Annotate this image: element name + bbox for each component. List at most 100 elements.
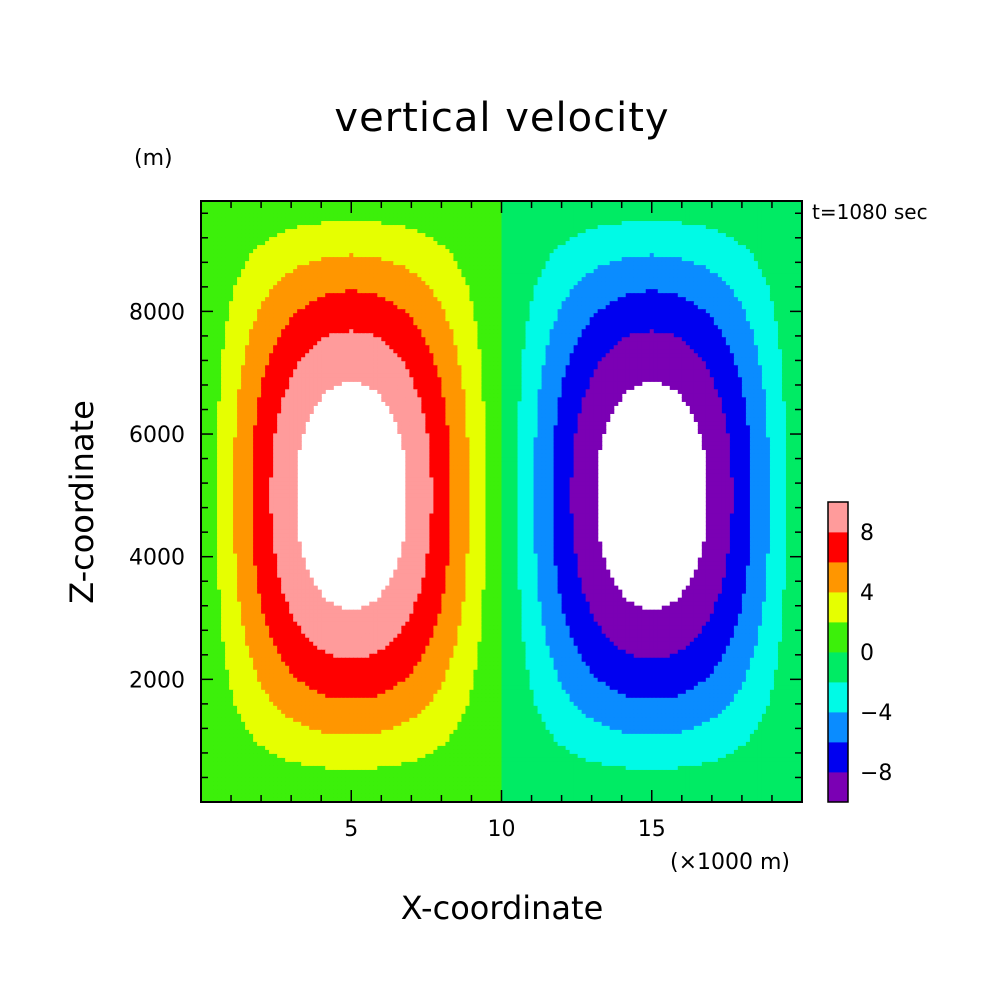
contour-cell	[417, 205, 422, 210]
contour-cell	[305, 305, 310, 310]
contour-cell	[473, 297, 478, 302]
contour-cell	[397, 281, 402, 286]
contour-cell	[297, 229, 302, 234]
contour-cell	[241, 209, 246, 214]
contour-cell	[774, 249, 779, 254]
contour-cell	[477, 321, 482, 326]
contour-cell	[790, 321, 795, 326]
contour-cell	[449, 253, 454, 258]
contour-cell	[706, 241, 711, 246]
contour-cell	[485, 297, 490, 302]
contour-cell	[209, 213, 214, 218]
contour-cell	[469, 209, 474, 214]
contour-cell	[393, 225, 398, 230]
contour-cell	[345, 229, 350, 234]
contour-cell	[714, 213, 719, 218]
contour-cell	[377, 293, 382, 298]
contour-cell	[686, 261, 691, 266]
contour-cell	[742, 249, 747, 254]
contour-cell	[550, 245, 555, 250]
contour-cell	[630, 237, 635, 242]
contour-cell	[518, 205, 523, 210]
contour-cell	[602, 317, 607, 322]
contour-cell	[209, 269, 214, 274]
contour-cell	[574, 317, 579, 322]
contour-cell	[273, 257, 278, 262]
contour-cell	[245, 297, 250, 302]
contour-cell	[590, 229, 595, 234]
contour-cell	[469, 285, 474, 290]
contour-cell	[381, 245, 386, 250]
contour-cell	[742, 321, 747, 326]
contour-cell	[670, 325, 675, 330]
contour-cell	[674, 205, 679, 210]
contour-cell	[457, 273, 462, 278]
contour-cell	[506, 273, 511, 278]
contour-cell	[682, 261, 687, 266]
contour-cell	[341, 289, 346, 294]
contour-cell	[477, 281, 482, 286]
contour-cell	[706, 229, 711, 234]
contour-cell	[778, 269, 783, 274]
contour-cell	[642, 309, 647, 314]
contour-cell	[610, 269, 615, 274]
contour-cell	[417, 213, 422, 218]
contour-cell	[373, 325, 378, 330]
contour-cell	[574, 221, 579, 226]
contour-cell	[662, 237, 667, 242]
contour-cell	[554, 305, 559, 310]
contour-cell	[365, 205, 370, 210]
contour-cell	[650, 293, 655, 298]
contour-cell	[277, 241, 282, 246]
contour-cell	[642, 261, 647, 266]
contour-cell	[293, 297, 298, 302]
contour-cell	[257, 309, 262, 314]
contour-cell	[417, 225, 422, 230]
contour-cell	[502, 317, 507, 322]
contour-cell	[269, 289, 274, 294]
contour-cell	[546, 265, 551, 270]
contour-cell	[457, 209, 462, 214]
contour-cell	[514, 229, 519, 234]
contour-cell	[546, 269, 551, 274]
contour-cell	[570, 269, 575, 274]
contour-cell	[293, 237, 298, 242]
contour-cell	[506, 253, 511, 258]
contour-cell	[461, 305, 466, 310]
contour-cell	[417, 297, 422, 302]
contour-cell	[594, 249, 599, 254]
contour-cell	[385, 269, 390, 274]
contour-cell	[273, 293, 278, 298]
contour-cell	[265, 261, 270, 266]
contour-cell	[241, 253, 246, 258]
contour-cell	[325, 309, 330, 314]
contour-cell	[666, 301, 671, 306]
contour-cell	[305, 253, 310, 258]
contour-cell	[349, 333, 354, 338]
contour-cell	[349, 241, 354, 246]
contour-cell	[497, 269, 502, 274]
contour-cell	[510, 245, 515, 250]
contour-cell	[770, 237, 775, 242]
contour-cell	[774, 229, 779, 234]
contour-cell	[694, 285, 699, 290]
contour-cell	[598, 309, 603, 314]
contour-cell	[273, 209, 278, 214]
contour-cell	[574, 217, 579, 222]
contour-cell	[658, 221, 663, 226]
contour-cell	[566, 221, 571, 226]
contour-cell	[493, 293, 498, 298]
contour-cell	[357, 261, 362, 266]
contour-cell	[594, 217, 599, 222]
contour-cell	[265, 269, 270, 274]
contour-cell	[690, 329, 695, 334]
contour-cell	[586, 273, 591, 278]
contour-cell	[610, 221, 615, 226]
contour-cell	[413, 269, 418, 274]
contour-cell	[361, 321, 366, 326]
contour-cell	[373, 233, 378, 238]
contour-cell	[618, 233, 623, 238]
contour-cell	[413, 225, 418, 230]
contour-cell	[365, 321, 370, 326]
contour-cell	[530, 293, 535, 298]
